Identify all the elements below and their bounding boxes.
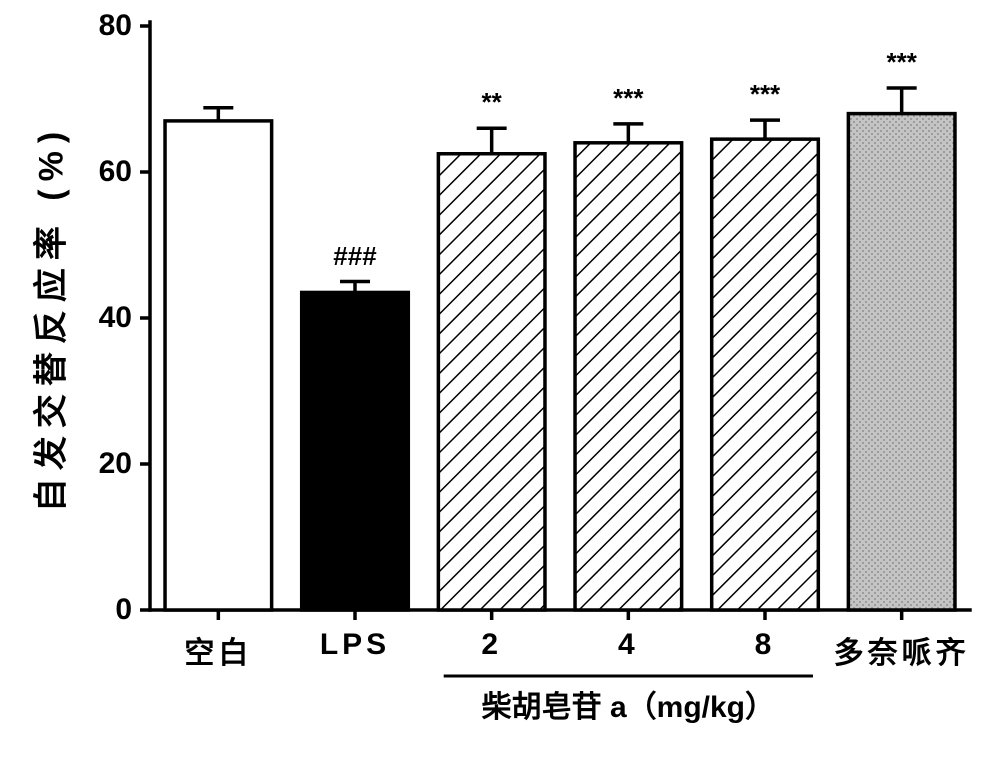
y-tick-label: 80 (99, 9, 132, 43)
group-label: 柴胡皂苷 a（mg/kg） (482, 682, 775, 726)
significance-label: ### (333, 241, 376, 272)
x-category-label: 2 (481, 628, 502, 662)
y-tick-label: 40 (99, 301, 132, 335)
x-category-label: 多奈哌齐 (834, 628, 970, 672)
bar-chart: 自发交替反应率 (%) 0 20 40 60 80 空白 LPS 2 4 8 多奈哌齐 ### **… (0, 0, 1000, 774)
x-category-label: LPS (320, 628, 390, 662)
x-category-label: 8 (755, 628, 776, 662)
significance-label: *** (886, 47, 916, 78)
y-tick-label: 60 (99, 155, 132, 189)
y-tick-label: 0 (115, 593, 132, 627)
y-axis-label: 自发交替反应率 (%) (24, 124, 73, 512)
x-category-label: 4 (618, 628, 639, 662)
y-tick-label: 20 (99, 447, 132, 481)
significance-label: *** (750, 79, 780, 110)
significance-label: *** (613, 83, 643, 114)
significance-label: ** (482, 87, 502, 118)
x-category-label: 空白 (184, 628, 252, 672)
